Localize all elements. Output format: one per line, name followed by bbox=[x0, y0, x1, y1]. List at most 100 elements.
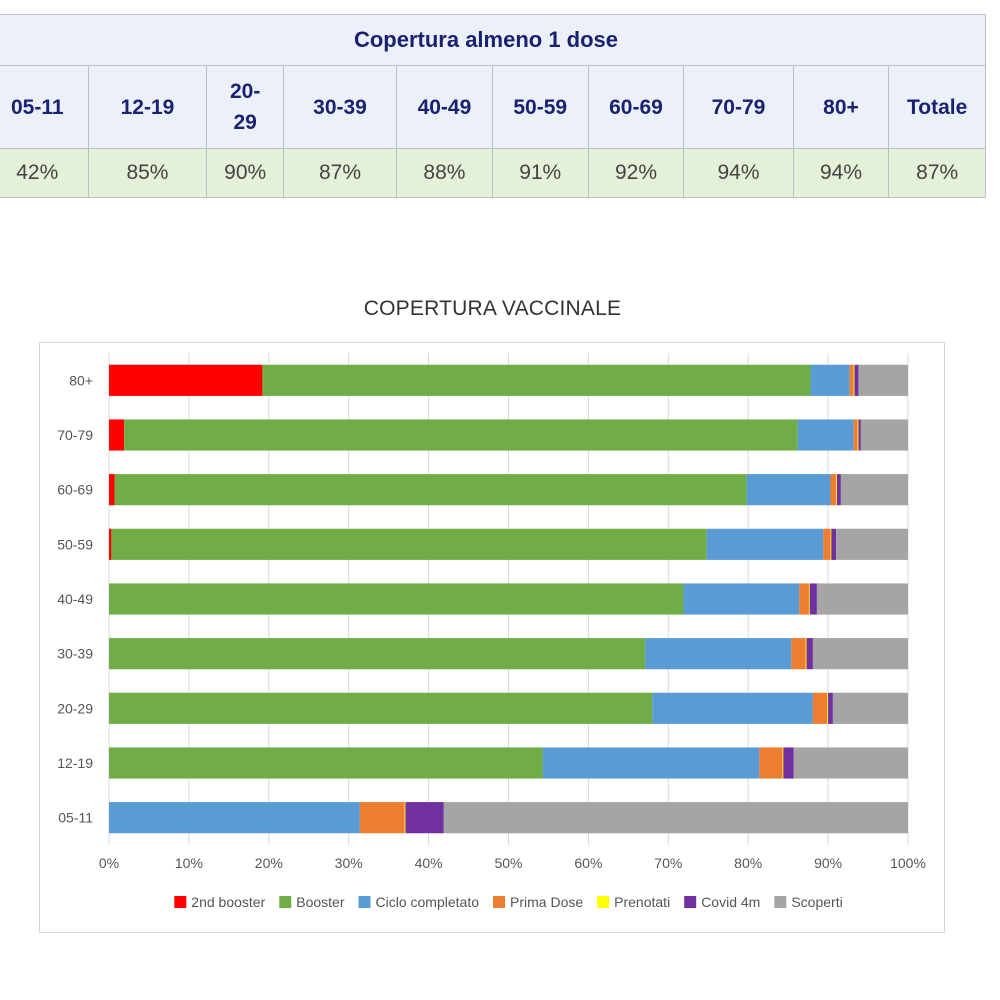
bar-segment bbox=[109, 802, 360, 834]
bar-segment bbox=[858, 419, 861, 451]
bar-segment bbox=[810, 364, 850, 396]
bar-segment bbox=[832, 692, 908, 724]
bar-segment bbox=[109, 583, 684, 615]
bar-segment bbox=[830, 474, 837, 506]
category-label: 50-59 bbox=[57, 536, 93, 552]
table-header-cell: 12-19 bbox=[87, 65, 208, 149]
chart-title: COPERTURA VACCINALE bbox=[363, 297, 622, 320]
table-header-cell: 50-59 bbox=[491, 65, 589, 149]
bar-segment bbox=[836, 474, 837, 506]
bar-segment bbox=[812, 638, 908, 670]
x-tick-label: 40% bbox=[415, 855, 443, 871]
legend-item: Prima Dose bbox=[493, 894, 583, 910]
legend-swatch bbox=[279, 896, 292, 908]
category-label: 80+ bbox=[69, 372, 93, 388]
table-value-cell: 91% bbox=[491, 148, 589, 198]
bar-segment bbox=[860, 419, 908, 451]
bar-segment bbox=[836, 474, 841, 506]
bar-segment bbox=[853, 364, 855, 396]
legend-label: Prenotati bbox=[614, 894, 670, 910]
legend-swatch bbox=[174, 896, 187, 908]
x-tick-label: 50% bbox=[494, 855, 522, 871]
x-tick-label: 70% bbox=[654, 855, 682, 871]
bar-segment bbox=[404, 802, 406, 834]
category-label: 70-79 bbox=[57, 427, 93, 443]
legend-item: Covid 4m bbox=[684, 894, 760, 910]
legend-swatch bbox=[493, 896, 506, 908]
bar-segment bbox=[857, 419, 859, 451]
bar-segment bbox=[849, 364, 854, 396]
bar-segment bbox=[797, 419, 854, 451]
bar-segment bbox=[109, 474, 115, 506]
bar-segment bbox=[652, 692, 813, 724]
x-tick-label: 20% bbox=[255, 855, 283, 871]
category-label: 20-29 bbox=[57, 700, 93, 716]
legend-item: 2nd booster bbox=[174, 894, 266, 910]
legend-item: Prenotati bbox=[597, 894, 670, 910]
coverage-table: Copertura almeno 1 dose 05-11 12-19 20- 29 3… bbox=[0, 14, 986, 198]
bar-segment bbox=[109, 364, 263, 396]
table-value-cell: 42% bbox=[0, 148, 89, 198]
bar-segment bbox=[812, 692, 828, 724]
bar-segment bbox=[791, 638, 806, 670]
table-header-row: 05-11 12-19 20- 29 30-39 40-49 50-59 60-69 70-79… bbox=[0, 65, 986, 149]
legend-swatch bbox=[684, 896, 697, 908]
table-value-cell: 92% bbox=[587, 148, 685, 198]
table-value-cell: 87% bbox=[282, 148, 398, 198]
bar-segment bbox=[853, 419, 858, 451]
bar-segment bbox=[262, 364, 811, 396]
table-header-cell: 20- 29 bbox=[206, 65, 284, 149]
bar-segment bbox=[405, 802, 444, 834]
table-header-cell: 70-79 bbox=[683, 65, 794, 149]
category-label: 40-49 bbox=[57, 591, 93, 607]
table-header-cell: 05-11 bbox=[0, 65, 89, 149]
table-value-cell: 90% bbox=[206, 148, 284, 198]
bar-segment bbox=[782, 747, 784, 779]
bar-segment bbox=[808, 583, 810, 615]
x-tick-label: 30% bbox=[335, 855, 363, 871]
chart-area: 0% 10% 20% 30% 40% 50% 60% 70% 80% 90% 100% 80+ 70-7… bbox=[39, 342, 945, 933]
bar-segment bbox=[858, 364, 908, 396]
table-value-cell: 85% bbox=[87, 148, 208, 198]
legend-label: 2nd booster bbox=[191, 894, 265, 910]
bar-segment bbox=[109, 419, 125, 451]
legend-label: Ciclo completato bbox=[376, 894, 480, 910]
table-header-cell: 80+ bbox=[792, 65, 890, 149]
x-tick-label: 60% bbox=[574, 855, 602, 871]
bar-segment bbox=[816, 583, 908, 615]
bar-segment bbox=[836, 528, 908, 560]
table-header-cell: 60-69 bbox=[587, 65, 685, 149]
bar-segment bbox=[759, 747, 783, 779]
bar-segment bbox=[114, 474, 747, 506]
legend-swatch bbox=[597, 896, 610, 908]
category-label: 30-39 bbox=[57, 646, 93, 662]
legend-label: Covid 4m bbox=[701, 894, 760, 910]
legend-item: Ciclo completato bbox=[358, 894, 480, 910]
table-value-cell: 94% bbox=[683, 148, 794, 198]
bar-segment bbox=[645, 638, 792, 670]
bar-segment bbox=[827, 692, 829, 724]
bar-segment bbox=[683, 583, 800, 615]
legend-label: Prima Dose bbox=[510, 894, 583, 910]
category-label: 05-11 bbox=[58, 810, 93, 826]
table-title: Copertura almeno 1 dose bbox=[0, 14, 986, 66]
bar-segment bbox=[746, 474, 831, 506]
legend-label: Scoperti bbox=[791, 894, 842, 910]
x-tick-label: 10% bbox=[175, 855, 203, 871]
table-header-cell: 30-39 bbox=[282, 65, 398, 149]
legend-label: Booster bbox=[296, 894, 345, 910]
bar-segment bbox=[124, 419, 798, 451]
bar-segment bbox=[806, 638, 813, 670]
bar-segment bbox=[109, 528, 112, 560]
x-tick-label: 0% bbox=[99, 855, 119, 871]
table-value-cell: 88% bbox=[396, 148, 493, 198]
bar-segment bbox=[854, 364, 859, 396]
bar-segment bbox=[840, 474, 908, 506]
legend-swatch bbox=[358, 896, 371, 908]
bar-segment bbox=[805, 638, 807, 670]
table-value-cell: 94% bbox=[792, 148, 890, 198]
x-tick-label: 90% bbox=[814, 855, 842, 871]
x-tick-label: 80% bbox=[734, 855, 762, 871]
bar-segment bbox=[443, 802, 908, 834]
bar-chart: 0% 10% 20% 30% 40% 50% 60% 70% 80% 90% 100% 80+ 70-7… bbox=[57, 353, 926, 910]
